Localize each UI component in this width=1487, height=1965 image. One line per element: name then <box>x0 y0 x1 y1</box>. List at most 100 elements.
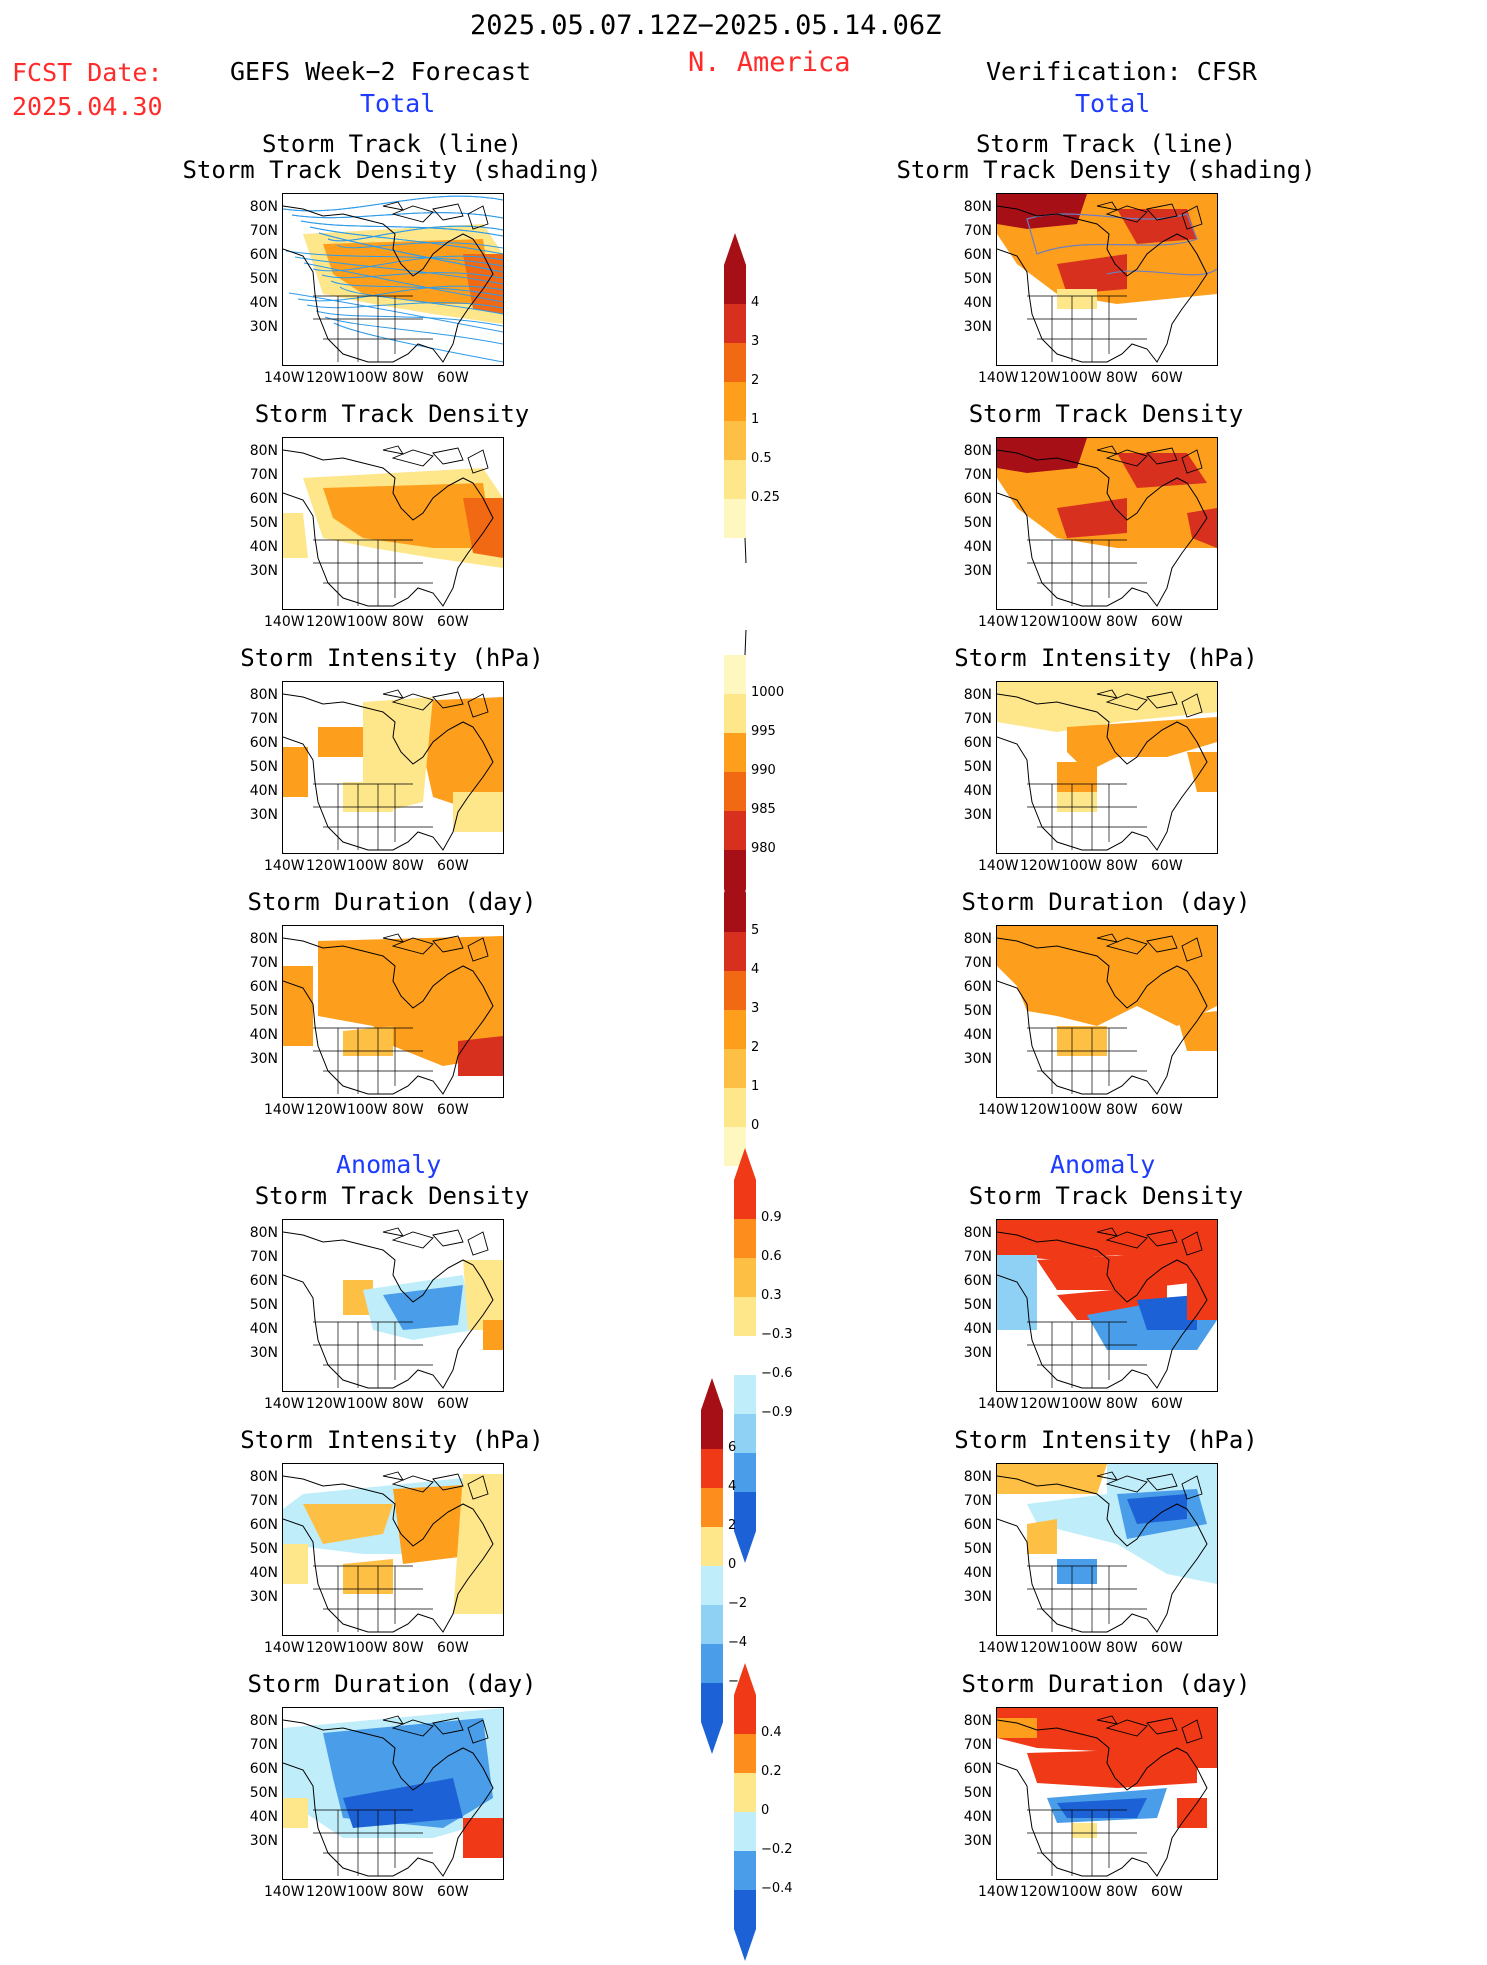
lon-tick-label: 100W <box>1061 1884 1102 1900</box>
lon-tick-label: 60W <box>1151 1102 1183 1118</box>
lon-tick-label: 140W <box>978 1884 1019 1900</box>
lat-tick-label: 80N <box>249 1225 278 1241</box>
lat-tick-label: 50N <box>963 1297 992 1313</box>
map-panel-right-5 <box>996 1463 1218 1636</box>
lat-tick-label: 70N <box>963 223 992 239</box>
colorbar-density <box>723 233 747 574</box>
lon-tick-label: 80W <box>392 370 424 386</box>
colorbar-tick-label: 5 <box>751 923 760 938</box>
lat-tick-label: 40N <box>963 295 992 311</box>
total-label-right: Total <box>1075 89 1151 118</box>
colorbar-tick-label: 1000 <box>751 685 785 700</box>
panel-title-right-0-1: Storm Track Density (shading) <box>896 156 1316 184</box>
colorbar-tick-label: 0.9 <box>761 1210 782 1225</box>
panel-title-left-5-0: Storm Intensity (hPa) <box>240 1426 544 1454</box>
lat-tick-label: 40N <box>249 1809 278 1825</box>
lon-tick-label: 120W <box>1020 1884 1061 1900</box>
lat-tick-label: 80N <box>249 1469 278 1485</box>
colorbar-tick-label: −0.2 <box>761 1842 793 1857</box>
lat-tick-label: 70N <box>963 1737 992 1753</box>
colorbar-tick-label: 3 <box>751 334 760 349</box>
colorbar-tick-label: 0.3 <box>761 1288 782 1303</box>
lat-tick-label: 50N <box>249 1003 278 1019</box>
lon-tick-label: 100W <box>1061 1102 1102 1118</box>
colorbar-tick-label: 6 <box>728 1440 737 1455</box>
panel-title-right-4-0: Storm Track Density <box>968 1182 1244 1210</box>
map-panel-right-4 <box>996 1219 1218 1392</box>
lat-tick-label: 40N <box>249 783 278 799</box>
lon-tick-label: 100W <box>347 370 388 386</box>
lat-tick-label: 50N <box>249 1541 278 1557</box>
lat-tick-label: 30N <box>963 1589 992 1605</box>
panel-title-left-6-0: Storm Duration (day) <box>247 1670 537 1698</box>
lat-tick-label: 30N <box>249 1051 278 1067</box>
lat-tick-label: 30N <box>963 807 992 823</box>
colorbar-tick-label: 990 <box>751 763 776 778</box>
lat-tick-label: 80N <box>249 687 278 703</box>
colorbar-tick-label: 0.5 <box>751 451 772 466</box>
lat-tick-label: 60N <box>249 1761 278 1777</box>
lat-tick-label: 30N <box>963 1345 992 1361</box>
lat-tick-label: 40N <box>963 783 992 799</box>
fcst-date-value: 2025.04.30 <box>12 92 163 121</box>
lon-tick-label: 120W <box>1020 1640 1061 1656</box>
lon-tick-label: 140W <box>978 370 1019 386</box>
panel-title-right-5-0: Storm Intensity (hPa) <box>954 1426 1258 1454</box>
lon-tick-label: 140W <box>978 1396 1019 1412</box>
lat-tick-label: 80N <box>249 931 278 947</box>
lon-tick-label: 60W <box>1151 614 1183 630</box>
lon-tick-label: 80W <box>1106 370 1138 386</box>
colorbar-tick-label: 0.25 <box>751 490 780 505</box>
colorbar-tick-label: 2 <box>751 373 760 388</box>
lat-tick-label: 70N <box>249 1737 278 1753</box>
lat-tick-label: 40N <box>963 539 992 555</box>
colorbar-anom_density <box>733 1148 757 1567</box>
colorbar-tick-label: −2 <box>728 1596 748 1611</box>
lon-tick-label: 60W <box>1151 1640 1183 1656</box>
lat-tick-label: 50N <box>963 759 992 775</box>
lon-tick-label: 120W <box>306 614 347 630</box>
lat-tick-label: 60N <box>963 735 992 751</box>
panel-title-left-1-0: Storm Track Density <box>254 400 530 428</box>
colorbar-tick-label: 0 <box>751 1118 760 1133</box>
lon-tick-label: 120W <box>306 1396 347 1412</box>
lon-tick-label: 140W <box>264 1102 305 1118</box>
lat-tick-label: 80N <box>249 199 278 215</box>
colorbar-tick-label: −0.3 <box>761 1327 793 1342</box>
lon-tick-label: 120W <box>1020 370 1061 386</box>
lon-tick-label: 120W <box>1020 614 1061 630</box>
lat-tick-label: 70N <box>249 223 278 239</box>
lat-tick-label: 60N <box>963 979 992 995</box>
lon-tick-label: 120W <box>306 370 347 386</box>
colorbar-tick-label: 0 <box>728 1557 737 1572</box>
lon-tick-label: 140W <box>264 370 305 386</box>
colorbar-tick-label: −0.4 <box>761 1881 793 1896</box>
lon-tick-label: 100W <box>347 1102 388 1118</box>
panel-title-left-4-0: Storm Track Density <box>254 1182 530 1210</box>
lon-tick-label: 140W <box>978 1640 1019 1656</box>
lat-tick-label: 40N <box>963 1321 992 1337</box>
lat-tick-label: 70N <box>249 1249 278 1265</box>
lon-tick-label: 100W <box>1061 1640 1102 1656</box>
lon-tick-label: 80W <box>1106 858 1138 874</box>
right-model-title: Verification: CFSR <box>986 57 1257 86</box>
lat-tick-label: 80N <box>963 687 992 703</box>
lon-tick-label: 140W <box>264 858 305 874</box>
fcst-date-label: FCST Date: <box>12 58 163 87</box>
lon-tick-label: 80W <box>1106 1396 1138 1412</box>
lon-tick-label: 60W <box>437 1396 469 1412</box>
lon-tick-label: 80W <box>1106 1640 1138 1656</box>
map-panel-right-6 <box>996 1707 1218 1880</box>
lat-tick-label: 30N <box>249 1589 278 1605</box>
lat-tick-label: 40N <box>963 1809 992 1825</box>
colorbar-tick-label: 1 <box>751 1079 760 1094</box>
lat-tick-label: 60N <box>249 979 278 995</box>
lat-tick-label: 60N <box>963 1761 992 1777</box>
map-panel-left-1 <box>282 437 504 610</box>
lat-tick-label: 50N <box>963 1003 992 1019</box>
lon-tick-label: 80W <box>1106 1102 1138 1118</box>
lon-tick-label: 140W <box>978 614 1019 630</box>
lat-tick-label: 70N <box>963 467 992 483</box>
lat-tick-label: 70N <box>249 1493 278 1509</box>
lon-tick-label: 140W <box>264 614 305 630</box>
